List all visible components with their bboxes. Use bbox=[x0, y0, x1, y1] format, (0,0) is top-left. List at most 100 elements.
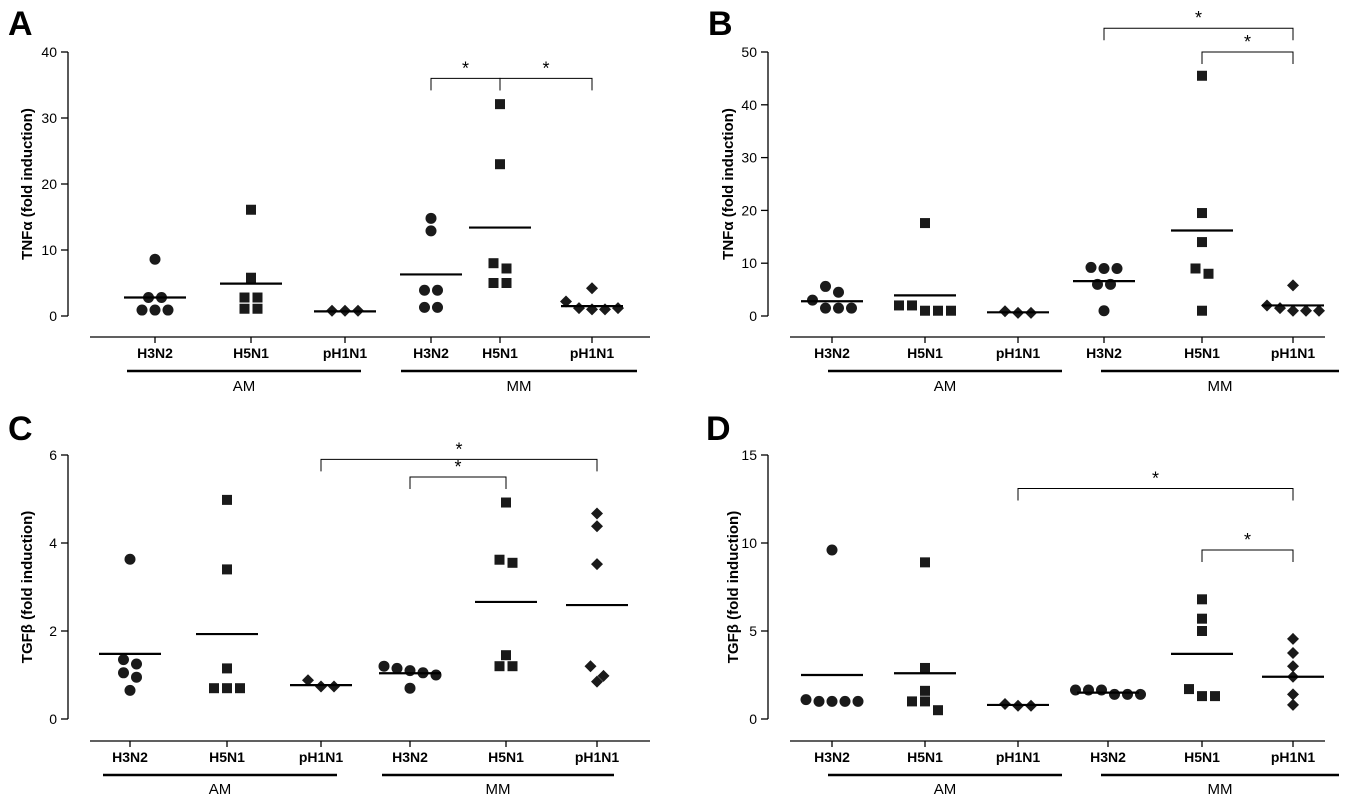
data-point bbox=[1135, 688, 1146, 700]
panel-d: D TGFβ (fold induction) 0 5 10 15 H3N2 H5N1 pH1N… bbox=[706, 410, 1339, 798]
data-point bbox=[430, 669, 442, 681]
y-tick-label: 10 bbox=[741, 535, 757, 551]
data-point bbox=[1197, 691, 1207, 702]
significance-bracket bbox=[1017, 487, 1294, 501]
data-point bbox=[432, 284, 443, 296]
y-axis-title: TGFβ (fold induction) bbox=[725, 511, 742, 663]
data-point bbox=[1287, 632, 1299, 645]
significance-bracket bbox=[1103, 27, 1294, 41]
data-point bbox=[920, 218, 930, 229]
data-point bbox=[1210, 691, 1220, 702]
panel-c: C TGFβ (fold induction) 0 2 4 6 H3N2 H5N1 pH1N1 H… bbox=[8, 410, 650, 798]
data-point bbox=[920, 662, 930, 673]
data-point bbox=[425, 225, 437, 237]
y-tick-label: 0 bbox=[49, 711, 57, 727]
y-tick-label: 4 bbox=[49, 535, 57, 551]
data-point bbox=[573, 302, 585, 315]
significance-bracket bbox=[1201, 51, 1294, 64]
group-label: MM bbox=[1208, 378, 1233, 395]
data-point bbox=[1098, 262, 1110, 274]
y-tick-label: 15 bbox=[741, 447, 757, 463]
x-category-label: pH1N1 bbox=[1271, 345, 1316, 361]
x-category-label: H5N1 bbox=[482, 345, 518, 361]
data-point bbox=[124, 553, 136, 565]
data-point bbox=[1287, 660, 1299, 673]
data-point bbox=[1197, 237, 1207, 248]
data-point bbox=[149, 253, 161, 265]
data-point bbox=[800, 694, 812, 706]
data-point bbox=[826, 544, 838, 556]
data-point bbox=[1287, 304, 1299, 317]
data-point bbox=[920, 557, 930, 568]
group-label: AM bbox=[209, 781, 232, 798]
data-point bbox=[591, 558, 603, 571]
y-tick-label: 30 bbox=[741, 150, 757, 166]
data-point bbox=[149, 304, 161, 316]
data-point bbox=[1287, 698, 1299, 711]
significance-bracket bbox=[430, 77, 501, 91]
y-tick-label: 6 bbox=[49, 447, 57, 463]
x-category-label: H3N2 bbox=[1086, 345, 1122, 361]
group-label: AM bbox=[233, 378, 256, 395]
data-point bbox=[826, 695, 838, 707]
data-point bbox=[425, 212, 437, 224]
y-tick-label: 40 bbox=[41, 44, 57, 60]
data-point bbox=[378, 660, 390, 672]
significance-bracket bbox=[1201, 549, 1294, 563]
x-category-label: pH1N1 bbox=[299, 749, 344, 765]
x-category-label: pH1N1 bbox=[570, 345, 615, 361]
y-tick-label: 40 bbox=[741, 97, 757, 113]
data-point bbox=[507, 557, 518, 568]
y-tick-label: 20 bbox=[41, 176, 57, 192]
x-category-label: pH1N1 bbox=[323, 345, 368, 361]
significance-star: * bbox=[1152, 468, 1159, 488]
data-point bbox=[1096, 684, 1107, 696]
data-point bbox=[946, 305, 956, 316]
data-point bbox=[246, 272, 256, 283]
data-point bbox=[495, 159, 505, 170]
data-point bbox=[239, 292, 250, 303]
data-point bbox=[222, 683, 232, 694]
data-point bbox=[495, 99, 505, 110]
data-point bbox=[1122, 688, 1133, 700]
data-point bbox=[1287, 688, 1299, 701]
group-label: AM bbox=[934, 378, 957, 395]
data-point bbox=[1197, 613, 1207, 624]
y-tick-label: 20 bbox=[741, 202, 757, 218]
y-axis-title: TNFα (fold induction) bbox=[19, 108, 36, 260]
x-category-label: H3N2 bbox=[814, 345, 850, 361]
data-point bbox=[131, 671, 142, 683]
data-point bbox=[584, 660, 597, 673]
x-category-label: H3N2 bbox=[1090, 749, 1126, 765]
y-tick-label: 10 bbox=[41, 242, 57, 258]
data-point bbox=[586, 282, 598, 295]
significance-star: * bbox=[1195, 8, 1202, 28]
data-point bbox=[1287, 647, 1299, 659]
panel-letter: A bbox=[8, 5, 33, 43]
panel-a: A TNFα (fold induction) 0 10 20 30 40 H3N2 H5N1 p… bbox=[8, 5, 650, 395]
panel-letter: D bbox=[706, 410, 731, 448]
significance-bracket bbox=[409, 476, 507, 489]
y-axis-title: TGFβ (fold induction) bbox=[19, 511, 36, 663]
x-category-label: H3N2 bbox=[413, 345, 449, 361]
data-point bbox=[1287, 279, 1299, 292]
data-point bbox=[136, 304, 148, 316]
data-point bbox=[404, 665, 416, 677]
data-point bbox=[839, 695, 851, 707]
x-category-label: pH1N1 bbox=[996, 749, 1041, 765]
x-category-label: pH1N1 bbox=[996, 345, 1041, 361]
data-point bbox=[1109, 688, 1120, 700]
significance-star: * bbox=[455, 439, 462, 459]
data-point bbox=[1197, 305, 1207, 316]
data-point bbox=[1085, 261, 1097, 273]
data-point bbox=[1070, 684, 1081, 696]
data-point bbox=[209, 683, 219, 694]
data-point bbox=[162, 304, 174, 316]
data-point bbox=[1203, 268, 1214, 279]
data-point bbox=[612, 302, 624, 315]
data-point bbox=[1111, 262, 1123, 274]
data-point bbox=[222, 564, 232, 575]
data-point bbox=[597, 669, 610, 682]
data-point bbox=[124, 684, 136, 696]
y-tick-label: 0 bbox=[749, 711, 757, 727]
